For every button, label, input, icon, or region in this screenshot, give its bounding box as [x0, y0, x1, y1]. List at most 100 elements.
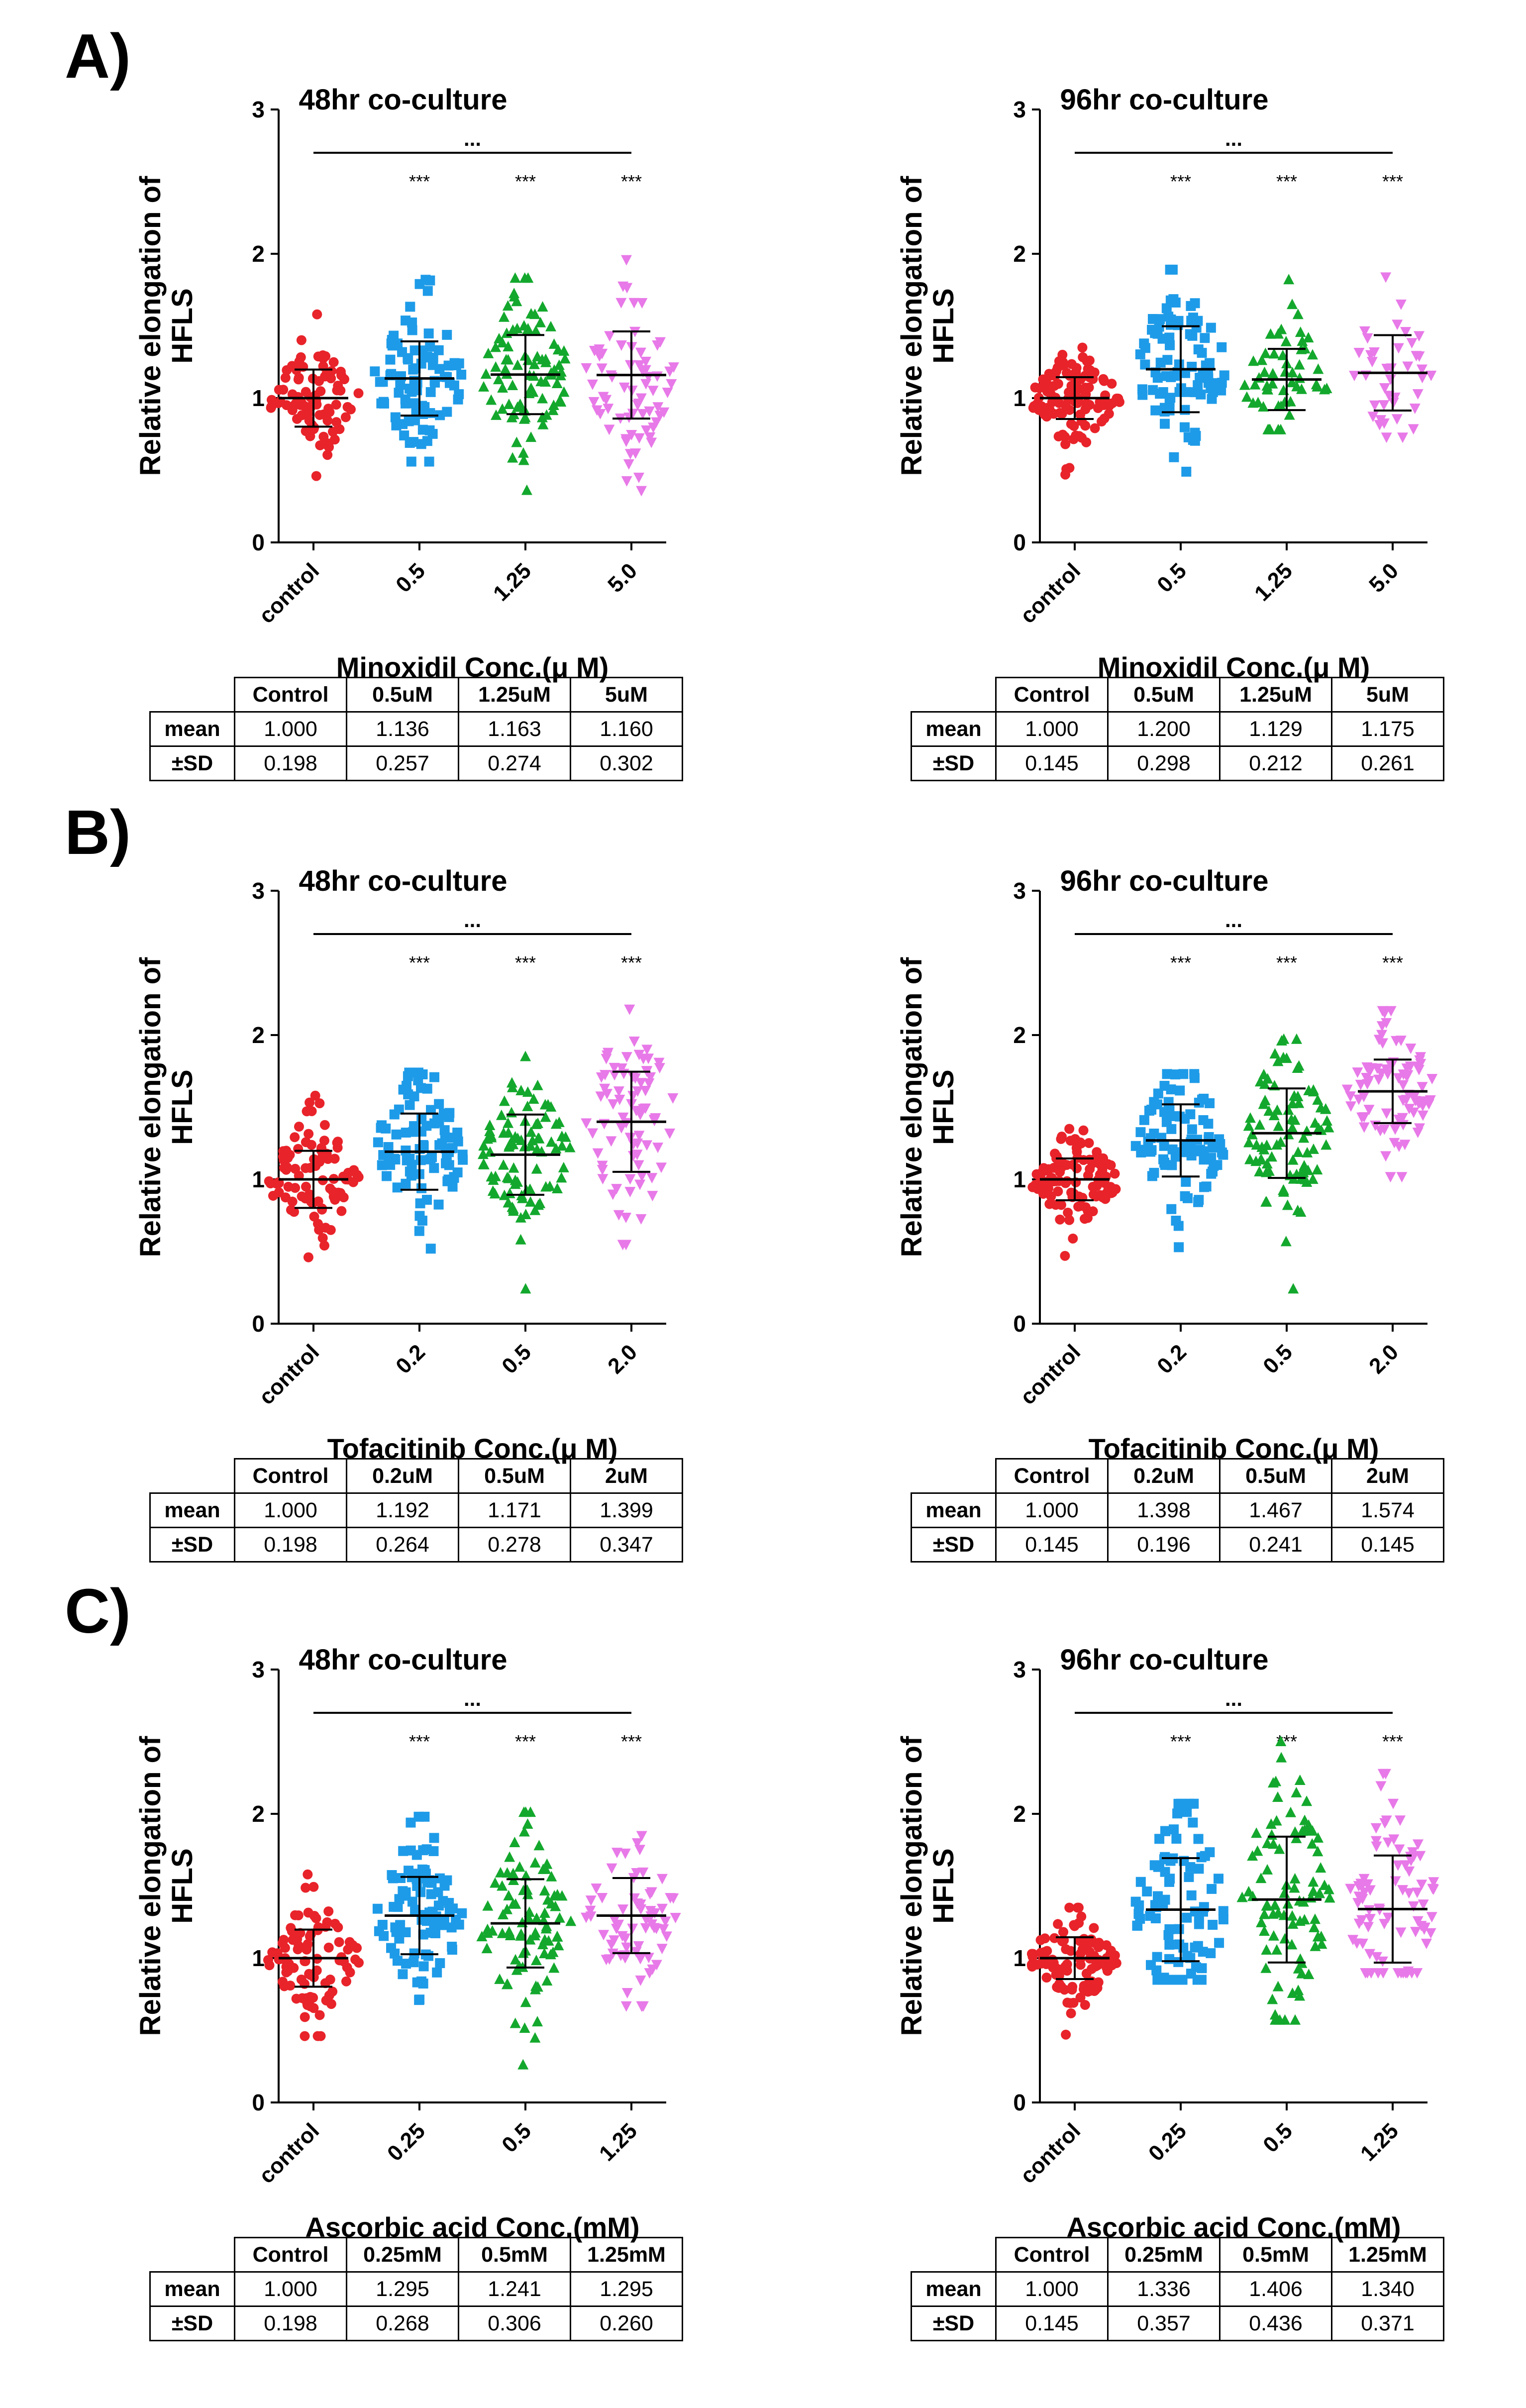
table-corner — [150, 2237, 235, 2273]
data-point — [636, 486, 647, 497]
data-point — [1363, 1105, 1375, 1116]
data-point — [1181, 466, 1192, 477]
data-point — [1301, 1176, 1313, 1187]
data-point — [1405, 1852, 1417, 1863]
data-point — [1064, 1902, 1075, 1913]
data-point — [1272, 1981, 1284, 1991]
data-point — [318, 431, 329, 442]
data-point — [621, 1988, 633, 1999]
data-point — [1048, 1958, 1059, 1968]
data-point — [506, 1077, 517, 1088]
data-point — [353, 1172, 364, 1182]
data-point — [401, 1127, 411, 1138]
data-point — [393, 1902, 403, 1912]
data-point — [1163, 312, 1174, 322]
table-cell: 1.200 — [1107, 711, 1221, 747]
data-point — [297, 1191, 307, 1202]
data-point — [387, 1870, 397, 1881]
data-point — [438, 1108, 449, 1119]
series-0.5 — [370, 275, 467, 467]
data-point — [521, 484, 532, 495]
data-point — [1095, 1169, 1105, 1180]
chart-A-96: 96hr co-culture 0 1 2 3 Relative elongation o… — [896, 84, 1437, 683]
data-point — [1292, 1146, 1304, 1157]
data-point — [1417, 1082, 1428, 1093]
data-point — [670, 1913, 681, 1924]
data-point — [615, 298, 627, 309]
data-point — [1134, 1900, 1144, 1910]
data-point — [416, 1114, 427, 1124]
data-point — [1415, 1052, 1426, 1063]
data-point — [300, 2012, 310, 2022]
data-point — [509, 288, 520, 299]
data-point — [296, 335, 306, 345]
data-point — [1251, 1827, 1262, 1838]
data-point — [503, 341, 514, 352]
data-point — [325, 1183, 335, 1194]
data-point — [503, 1117, 514, 1128]
data-point — [1203, 1119, 1214, 1129]
data-point — [1206, 1948, 1216, 1959]
chart-A-48: 48hr co-culture 0 1 2 3 Relative elongation o… — [134, 84, 680, 683]
data-point — [1271, 1139, 1283, 1150]
data-point — [335, 366, 346, 377]
data-point — [537, 301, 548, 312]
data-point — [306, 1140, 316, 1150]
data-point — [1194, 1864, 1204, 1874]
significance-stars: *** — [1170, 952, 1191, 973]
data-point — [424, 456, 434, 467]
x-tick-label: control — [1016, 1340, 1085, 1409]
data-point — [336, 1206, 347, 1216]
data-point — [1363, 1905, 1375, 1916]
data-point — [646, 1173, 658, 1184]
data-point — [540, 356, 552, 367]
data-point — [486, 394, 497, 405]
series-0.5 — [1135, 264, 1229, 477]
data-point — [496, 1109, 507, 1120]
data-point — [1166, 1124, 1177, 1134]
data-point — [560, 1131, 571, 1142]
stats-table: Control 0.5uM 1.25uM 5uM mean 1.000 1.200 1.129… — [911, 677, 1444, 781]
data-point — [531, 351, 543, 362]
data-point — [1312, 381, 1323, 392]
data-point — [429, 1163, 439, 1173]
data-point — [529, 1984, 541, 1994]
data-point — [1319, 384, 1330, 395]
data-point — [417, 424, 428, 435]
data-point — [1254, 1076, 1266, 1087]
data-point — [522, 1818, 533, 1829]
data-point — [1218, 1906, 1228, 1916]
data-point — [307, 420, 317, 430]
data-point — [531, 1912, 542, 1923]
y-tick-label: 2 — [1013, 241, 1026, 267]
data-point — [1312, 1846, 1323, 1857]
data-point — [1062, 368, 1072, 378]
data-point — [604, 424, 615, 435]
data-point — [1416, 1921, 1427, 1932]
data-point — [1217, 1147, 1227, 1157]
table-column-header: 0.25mM — [1107, 2237, 1221, 2273]
data-point — [508, 1162, 519, 1173]
data-point — [521, 1184, 532, 1195]
series-5.0 — [581, 255, 680, 497]
data-point — [343, 1944, 353, 1955]
y-tick-label: 0 — [1013, 2090, 1026, 2115]
data-point — [1098, 374, 1109, 384]
data-point — [1254, 1119, 1265, 1130]
data-point — [635, 1975, 646, 1986]
data-point — [1265, 328, 1276, 339]
data-point — [553, 1940, 564, 1951]
data-point — [305, 1097, 315, 1108]
data-point — [515, 1234, 526, 1245]
data-point — [1061, 2029, 1071, 2040]
data-point — [1030, 382, 1040, 393]
data-point — [1080, 1214, 1090, 1224]
table-cell: 1.399 — [570, 1492, 683, 1528]
data-point — [502, 1978, 513, 1989]
data-point — [415, 1198, 425, 1209]
data-point — [539, 1948, 550, 1959]
data-point — [626, 430, 637, 441]
data-point — [1380, 1769, 1391, 1780]
data-point — [447, 1945, 457, 1955]
data-point — [287, 1196, 298, 1207]
